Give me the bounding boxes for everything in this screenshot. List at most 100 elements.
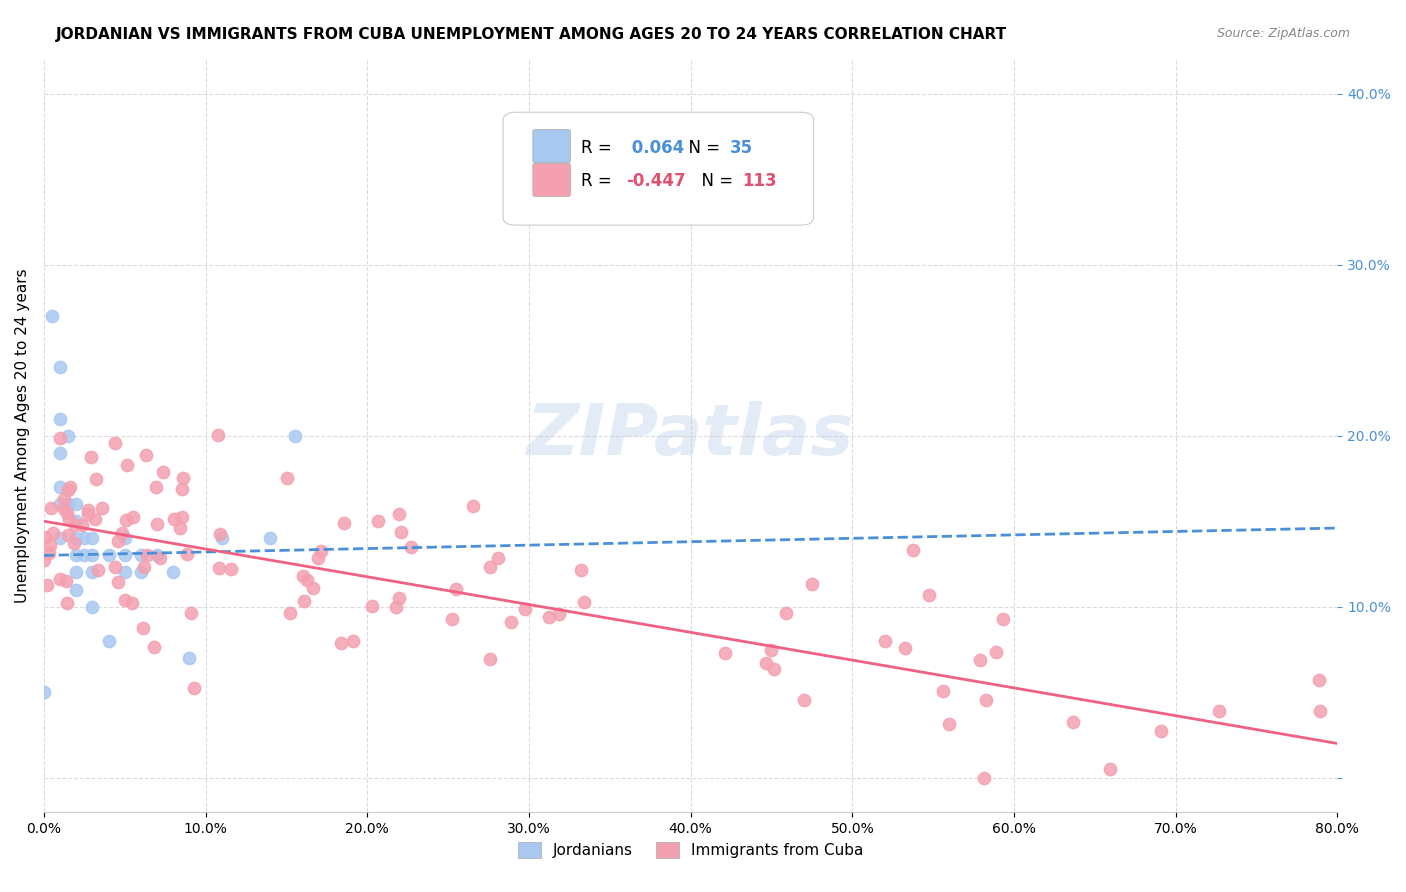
Point [309,544,332,558]
Point [49,446,72,460]
FancyBboxPatch shape [533,163,571,196]
Point [131,621,153,635]
Point [49,480,72,494]
Text: Source: ZipAtlas.com: Source: ZipAtlas.com [1216,27,1350,40]
Point [52,502,75,516]
Point [444,582,467,596]
Point [136,548,159,562]
Point [56,506,79,520]
Point [401,541,423,555]
Point [385,600,408,615]
Point [211,531,233,545]
Point [114,531,136,545]
Point [82,599,104,614]
Point [42,526,65,541]
Point [513,602,536,616]
Point [114,549,136,563]
Text: 35: 35 [730,138,752,157]
Point [49,431,72,445]
Point [172,471,194,485]
Point [572,594,595,608]
Point [801,576,824,591]
Point [280,606,302,620]
Point [775,606,797,620]
Point [121,596,143,610]
Point [163,512,186,526]
Point [1098,762,1121,776]
Point [1062,714,1084,729]
Point [149,550,172,565]
Point [1308,673,1330,687]
Point [65,582,87,597]
Point [307,550,329,565]
Point [115,458,138,473]
Point [122,509,145,524]
Point [762,662,785,676]
Point [146,516,169,531]
Point [58,528,80,542]
Y-axis label: Unemployment Among Ages 20 to 24 years: Unemployment Among Ages 20 to 24 years [15,268,30,603]
Point [129,566,152,580]
Point [486,551,509,566]
Point [207,428,229,442]
Point [129,549,152,563]
Legend: Jordanians, Immigrants from Cuba: Jordanians, Immigrants from Cuba [512,836,869,864]
Point [152,466,174,480]
Point [991,612,1014,626]
Point [292,594,315,608]
Point [41,309,63,323]
Text: 0.064: 0.064 [626,138,685,157]
Point [1208,704,1230,718]
Point [83,511,105,525]
Point [297,574,319,588]
Point [291,569,314,583]
Point [49,360,72,375]
Point [478,652,501,666]
Point [82,566,104,580]
FancyBboxPatch shape [533,129,571,162]
Point [62,536,84,550]
Point [82,531,104,545]
Point [56,428,79,442]
Point [329,635,352,649]
Point [111,526,134,541]
Point [538,610,561,624]
Point [893,641,915,656]
Text: -0.447: -0.447 [626,172,686,191]
Point [107,534,129,549]
Point [973,771,995,785]
Point [73,549,96,563]
Point [755,656,778,670]
Point [143,640,166,655]
Point [49,572,72,586]
Point [38,545,60,559]
Point [65,566,87,580]
Point [115,513,138,527]
Point [179,651,201,665]
Point [499,615,522,629]
Point [461,499,484,513]
Point [938,716,960,731]
Point [104,559,127,574]
Point [65,497,87,511]
Point [932,684,955,698]
Point [918,588,941,602]
Point [183,681,205,696]
Point [103,436,125,450]
Point [146,549,169,563]
Point [97,633,120,648]
Point [761,642,783,657]
Point [114,593,136,607]
Point [207,560,229,574]
Point [360,599,382,613]
Point [80,450,103,464]
Point [342,633,364,648]
Point [53,491,76,506]
Point [32,685,55,699]
Point [388,508,411,522]
Point [479,560,502,574]
Point [114,566,136,580]
Text: N =: N = [690,172,738,191]
Point [276,471,298,485]
Point [283,428,305,442]
